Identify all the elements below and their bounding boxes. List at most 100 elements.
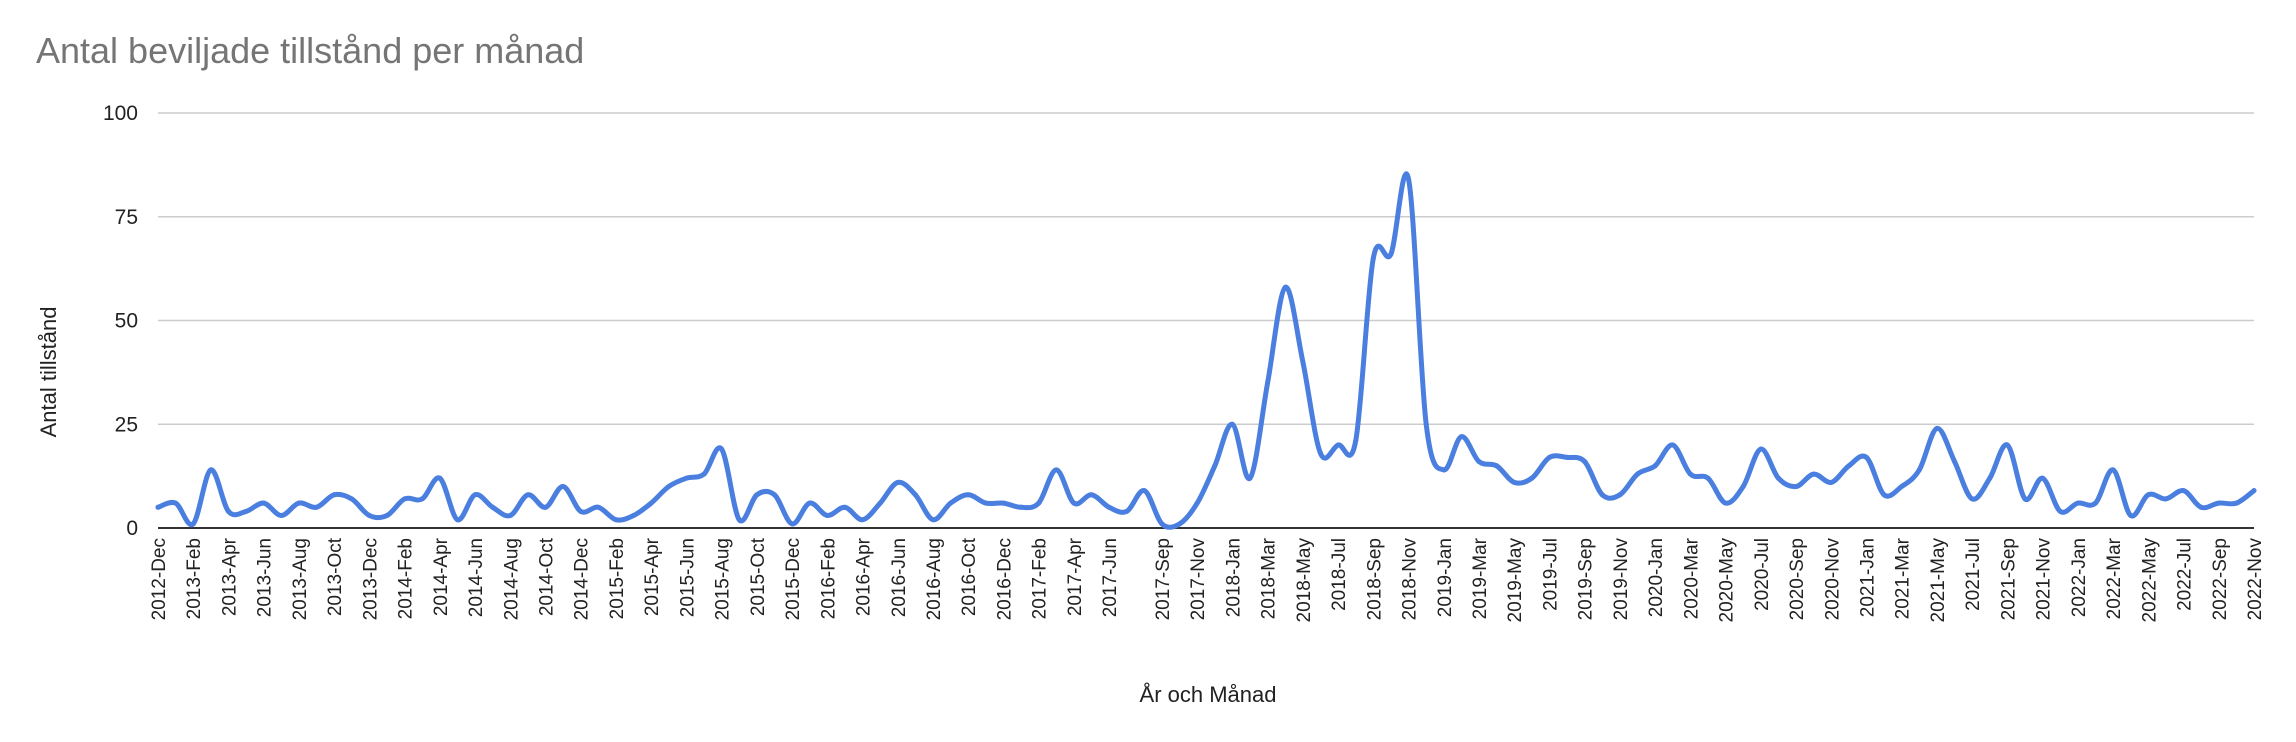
data-point — [1053, 467, 1059, 473]
data-point — [208, 467, 214, 473]
data-point — [1969, 496, 1975, 502]
data-point — [824, 513, 830, 518]
x-tick-label: 2019-May — [1505, 538, 1526, 623]
data-point — [1476, 459, 1482, 465]
x-tick-label: 2021-Nov — [2034, 538, 2055, 621]
data-point — [648, 500, 654, 506]
data-point — [912, 492, 918, 498]
data-point — [1670, 442, 1676, 448]
data-point — [507, 513, 513, 518]
data-point — [1265, 380, 1271, 386]
data-point — [2004, 442, 2010, 448]
data-point — [877, 500, 883, 506]
x-tick-label: 2017-Nov — [1188, 538, 1209, 621]
data-point — [1775, 475, 1781, 481]
data-point — [842, 504, 848, 510]
x-tick-label: 2013-Dec — [360, 538, 381, 620]
data-point — [243, 508, 249, 514]
x-tick-label: 2013-Aug — [290, 538, 311, 620]
data-point — [895, 479, 901, 485]
chart-title: Antal beviljade tillstånd per månad — [36, 30, 585, 71]
x-tick-label: 2018-Nov — [1400, 538, 1421, 621]
x-tick-label: 2016-Apr — [854, 537, 875, 616]
data-point — [1353, 438, 1359, 444]
x-tick-label: 2017-Feb — [1030, 538, 1051, 619]
data-point — [1018, 504, 1024, 510]
x-tick-label: 2019-Sep — [1576, 538, 1597, 620]
data-point — [807, 500, 813, 506]
data-point — [1036, 500, 1042, 506]
data-point — [1194, 500, 1200, 506]
data-point — [1952, 459, 1958, 465]
x-axis-ticks: 2012-Dec 2013-Feb 2013-Apr 2013-Jun 2013-Aug… — [149, 537, 2266, 622]
data-point — [296, 500, 302, 506]
y-tick-label: 0 — [126, 517, 138, 540]
data-point — [1511, 479, 1517, 485]
data-point — [2057, 508, 2063, 514]
x-tick-label: 2013-Apr — [219, 537, 240, 616]
data-point — [437, 475, 443, 481]
data-point — [1758, 446, 1764, 452]
data-point — [1987, 475, 1993, 481]
data-point — [1564, 454, 1570, 460]
data-point — [1899, 484, 1905, 489]
data-point — [226, 508, 231, 514]
x-tick-label: 2018-Mar — [1259, 537, 1280, 619]
x-tick-label: 2022-Jul — [2175, 538, 2196, 611]
x-tick-label: 2013-Oct — [325, 537, 346, 616]
x-tick-label: 2014-Dec — [572, 538, 593, 620]
x-tick-label: 2014-Aug — [501, 538, 522, 620]
data-point — [2216, 500, 2222, 506]
data-point — [190, 521, 196, 527]
data-point — [578, 508, 584, 514]
data-point — [1318, 450, 1323, 456]
x-tick-label: 2012-Dec — [149, 538, 170, 620]
data-point — [2110, 467, 2116, 473]
y-axis-title: Antal tillstånd — [36, 307, 61, 438]
series-layer — [155, 171, 2257, 530]
data-point — [1582, 459, 1588, 465]
x-tick-label: 2016-Dec — [994, 538, 1015, 620]
data-point — [366, 513, 372, 518]
x-tick-label: 2018-Jan — [1223, 538, 1244, 617]
x-tick-label: 2018-Jul — [1329, 538, 1350, 611]
data-point — [1494, 463, 1500, 469]
data-point — [1846, 463, 1852, 469]
data-point — [560, 484, 566, 489]
data-point — [1000, 500, 1006, 506]
data-point — [1864, 454, 1869, 460]
data-point — [1106, 504, 1112, 510]
series-line — [155, 171, 2257, 530]
data-point — [1071, 500, 1077, 506]
data-point — [948, 500, 954, 506]
data-point — [1652, 463, 1658, 469]
x-tick-label: 2021-Jul — [1963, 538, 1984, 611]
x-tick-label: 2015-Dec — [783, 538, 804, 620]
data-point — [1617, 492, 1623, 498]
data-point — [754, 492, 760, 498]
x-tick-label: 2020-Mar — [1681, 537, 1702, 619]
data-point — [1529, 475, 1535, 481]
x-tick-label: 2014-Feb — [396, 538, 417, 619]
x-tick-label: 2022-Sep — [2210, 538, 2231, 620]
x-tick-label: 2015-Oct — [748, 537, 769, 616]
data-point — [419, 496, 425, 502]
x-tick-label: 2021-May — [1928, 538, 1949, 623]
data-point — [1599, 492, 1605, 498]
data-point — [1141, 488, 1147, 494]
x-tick-label: 2016-Feb — [818, 538, 839, 619]
data-point — [490, 504, 496, 510]
x-tick-label: 2021-Mar — [1893, 537, 1914, 619]
data-point — [1212, 463, 1218, 469]
x-tick-label: 2017-Jun — [1100, 538, 1121, 617]
x-tick-label: 2022-Mar — [2104, 537, 2125, 619]
data-point — [2040, 475, 2046, 481]
x-tick-label: 2016-Oct — [959, 537, 980, 616]
x-tick-label: 2013-Feb — [184, 538, 205, 619]
data-point — [719, 446, 725, 452]
data-point — [472, 492, 478, 498]
data-point — [930, 517, 936, 523]
data-point — [331, 492, 337, 498]
data-point — [965, 492, 971, 498]
